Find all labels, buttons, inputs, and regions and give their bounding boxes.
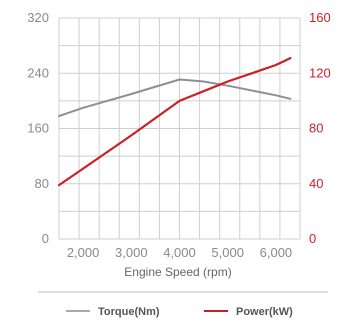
right-tick-label: 120: [309, 65, 331, 80]
x-tick-label: 3,000: [115, 245, 148, 260]
legend: Torque(Nm) Power(kW): [66, 306, 293, 318]
torque-series-line: [58, 78, 292, 118]
x-tick-label: 5,000: [211, 245, 244, 260]
series-lines: [57, 56, 292, 187]
left-tick-label: 80: [35, 176, 49, 191]
left-tick-label: 160: [27, 121, 49, 136]
x-tick-label: 4,000: [163, 245, 196, 260]
right-tick-label: 160: [309, 10, 331, 25]
left-tick-label: 320: [27, 10, 49, 25]
right-y-axis-ticks: 0 40 80 120 160: [309, 10, 331, 246]
power-series-line: [57, 56, 292, 187]
x-axis-ticks: 2,000 3,000 4,000 5,000 6,000: [67, 245, 292, 260]
right-tick-label: 80: [309, 121, 323, 136]
right-tick-label: 0: [309, 231, 316, 246]
left-tick-label: 240: [27, 65, 49, 80]
grid: [58, 17, 301, 240]
x-tick-label: 6,000: [260, 245, 293, 260]
x-axis-title: Engine Speed (rpm): [124, 265, 231, 279]
x-tick-label: 2,000: [67, 245, 100, 260]
torque-legend-label: Torque(Nm): [98, 306, 160, 318]
right-tick-label: 40: [309, 176, 323, 191]
left-tick-label: 0: [42, 231, 49, 246]
left-y-axis-ticks: 0 80 160 240 320: [27, 10, 49, 246]
power-legend-label: Power(kW): [236, 306, 293, 318]
